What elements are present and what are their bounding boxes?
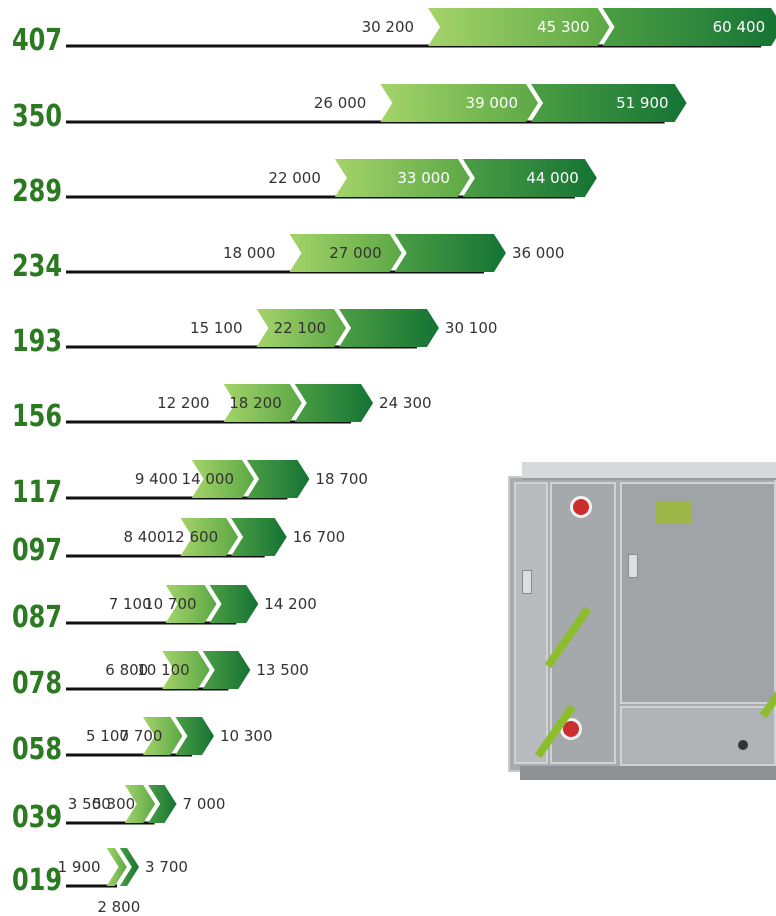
category-label: 097 — [12, 533, 62, 567]
bar-segment-mid-high — [247, 460, 310, 498]
bar-segment-mid-high — [394, 234, 506, 272]
value-label-low: 5 100 — [86, 727, 129, 745]
category-label: 407 — [12, 23, 62, 57]
value-label-mid: 7 700 — [120, 727, 163, 745]
bar-segment-low-mid — [223, 384, 302, 422]
bar-segment-mid-high — [602, 8, 776, 46]
value-label-low: 22 000 — [268, 169, 321, 187]
bar-segment-mid-high — [119, 848, 140, 886]
value-label-high: 51 900 — [616, 94, 669, 112]
value-label-high: 60 400 — [713, 18, 766, 36]
bar-segment-low-mid — [289, 234, 402, 272]
value-label-mid: 18 200 — [229, 394, 282, 412]
value-label-low: 7 100 — [109, 595, 152, 613]
value-label-mid: 2 800 — [97, 898, 140, 916]
bar-segment-mid-high — [175, 717, 215, 755]
value-label-high: 10 300 — [220, 727, 273, 745]
category-label: 350 — [12, 99, 62, 133]
category-label: 019 — [12, 863, 62, 897]
category-label: 078 — [12, 666, 62, 700]
value-label-mid: 10 700 — [144, 595, 197, 613]
bar-segment-low-mid — [256, 309, 347, 347]
value-label-mid: 12 600 — [166, 528, 219, 546]
value-label-low: 26 000 — [314, 94, 367, 112]
value-label-low: 6 800 — [105, 661, 148, 679]
bar-segment-low-mid — [162, 651, 210, 689]
value-label-low: 9 400 — [135, 470, 178, 488]
value-label-high: 30 100 — [445, 319, 498, 337]
value-label-mid: 10 100 — [137, 661, 190, 679]
value-label-low: 3 500 — [68, 795, 111, 813]
bar-segment-mid-high — [294, 384, 374, 422]
bar-segment-low-mid — [124, 785, 156, 823]
value-label-high: 36 000 — [512, 244, 564, 262]
value-label-low: 30 200 — [362, 18, 415, 36]
value-label-low: 1 900 — [58, 858, 101, 876]
category-label: 058 — [12, 732, 62, 766]
value-label-high: 44 000 — [526, 169, 579, 187]
category-label: 234 — [12, 249, 62, 283]
value-label-mid: 33 000 — [397, 169, 450, 187]
bar-segment-mid-high — [339, 309, 439, 347]
value-label-high: 7 000 — [183, 795, 226, 813]
bar-segment-mid-high — [148, 785, 177, 823]
category-label: 193 — [12, 324, 62, 358]
value-label-low: 8 400 — [123, 528, 166, 546]
bar-segment-mid-high — [462, 159, 597, 197]
value-label-high: 3 700 — [145, 858, 188, 876]
bar-segment-low-mid — [180, 518, 239, 556]
value-label-high: 18 700 — [315, 470, 368, 488]
category-label: 087 — [12, 600, 62, 634]
air-handling-unit-image — [508, 462, 776, 832]
value-label-high: 24 300 — [379, 394, 432, 412]
bar-segment-low-mid — [334, 159, 470, 197]
value-label-mid: 39 000 — [466, 94, 519, 112]
value-label-mid: 5 300 — [92, 795, 135, 813]
value-label-mid: 27 000 — [329, 244, 382, 262]
category-label: 117 — [12, 475, 62, 509]
category-label: 156 — [12, 399, 62, 433]
bar-segment-low-mid — [380, 84, 539, 122]
value-label-mid: 45 300 — [537, 18, 590, 36]
value-label-mid: 14 000 — [182, 470, 235, 488]
bar-segment-low-mid — [428, 8, 610, 46]
bar-segment-low-mid — [106, 848, 127, 886]
category-label: 289 — [12, 174, 62, 208]
value-label-mid: 22 100 — [274, 319, 327, 337]
value-label-high: 16 700 — [293, 528, 346, 546]
value-label-low: 12 200 — [157, 394, 210, 412]
value-label-low: 18 000 — [223, 244, 276, 262]
value-label-low: 15 100 — [190, 319, 243, 337]
bar-segment-low-mid — [142, 717, 183, 755]
category-label: 039 — [12, 800, 62, 834]
bar-segment-mid-high — [202, 651, 251, 689]
bar-segment-mid-high — [231, 518, 287, 556]
value-label-high: 13 500 — [256, 661, 309, 679]
bar-segment-mid-high — [531, 84, 687, 122]
bar-segment-mid-high — [209, 585, 259, 623]
value-label-high: 14 200 — [264, 595, 317, 613]
bar-segment-low-mid — [191, 460, 255, 498]
bar-segment-low-mid — [165, 585, 217, 623]
